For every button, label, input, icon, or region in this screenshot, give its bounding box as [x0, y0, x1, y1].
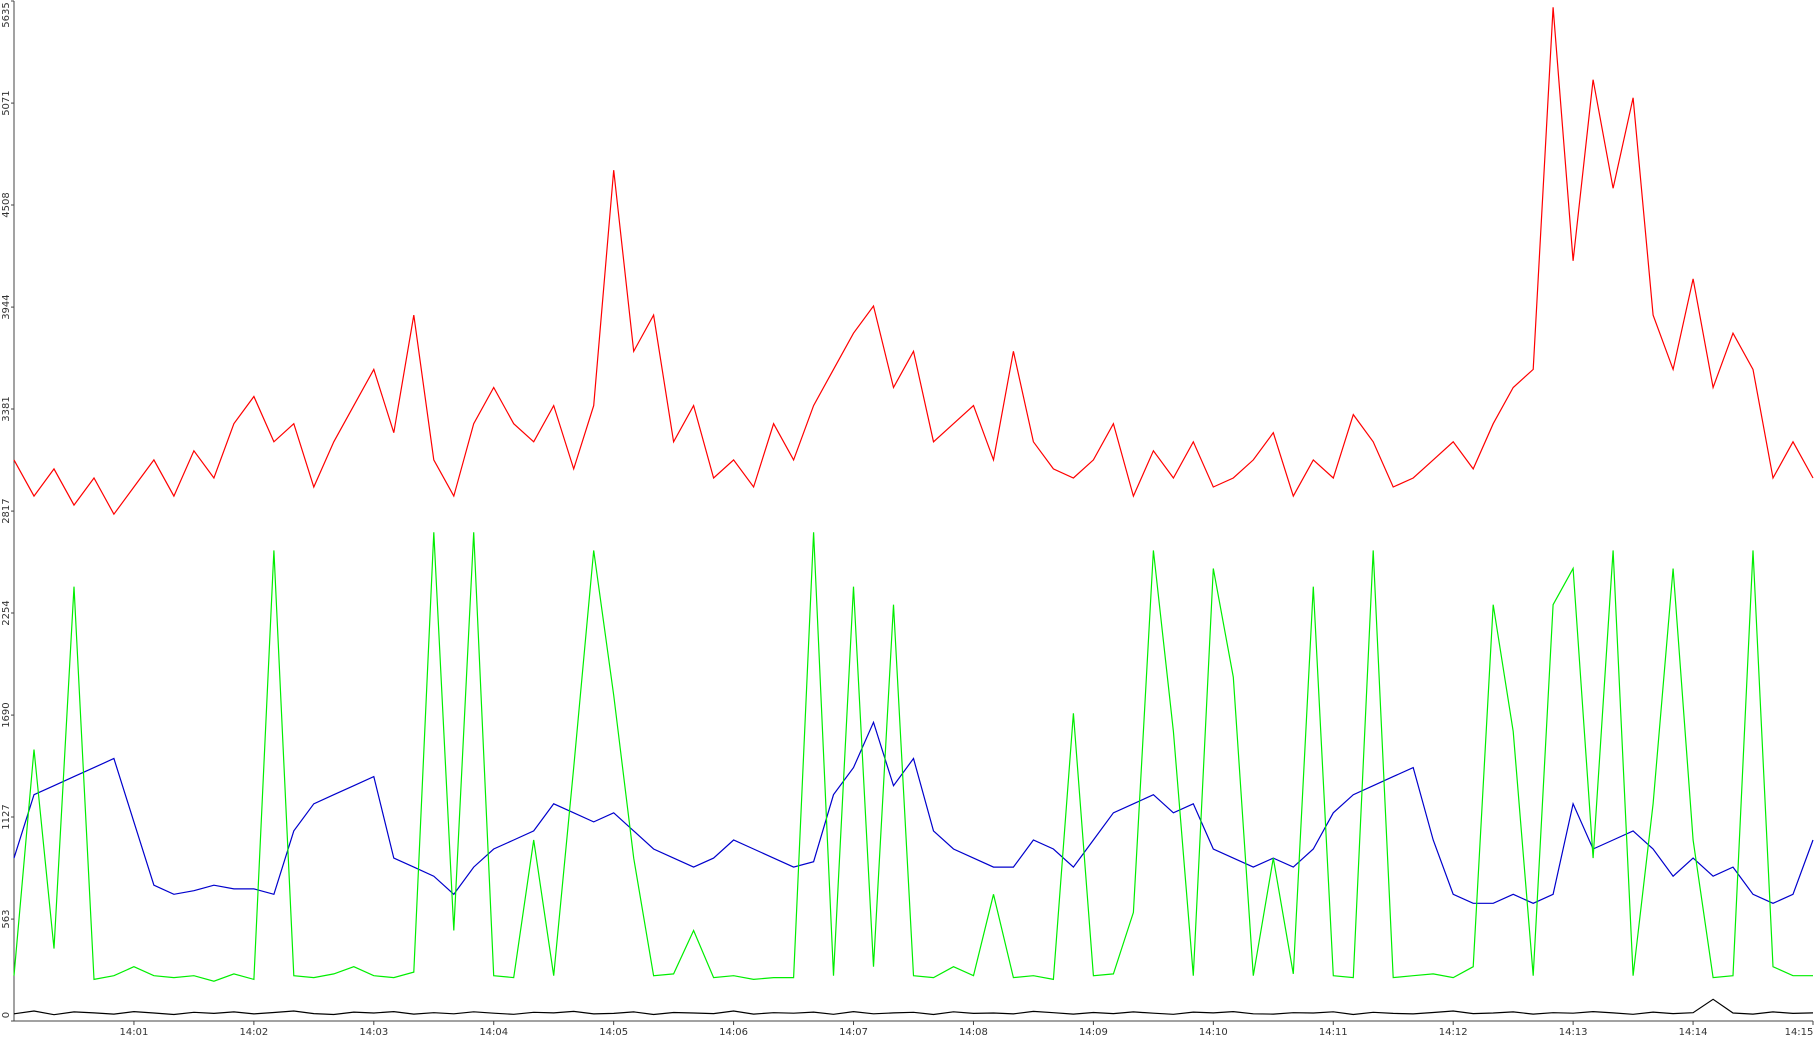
x-tick-label: 14:11: [1319, 1027, 1348, 1038]
y-tick-label: 4508: [1, 192, 12, 217]
x-tick-label: 14:04: [479, 1027, 508, 1038]
x-tick-label: 14:08: [959, 1027, 988, 1038]
y-tick-label: 5635: [1, 2, 12, 27]
x-tick-label: 14:03: [359, 1027, 388, 1038]
series-line: [13, 998, 1814, 1016]
x-tick-label: 14:06: [719, 1027, 748, 1038]
x-tick-label: 14:05: [599, 1027, 628, 1038]
x-tick-label: 14:07: [839, 1027, 868, 1038]
y-tick-label: 563: [1, 910, 12, 929]
series-line: [13, 720, 1814, 904]
y-tick-label: 1127: [1, 804, 12, 829]
x-tick-label: 14:12: [1439, 1027, 1468, 1038]
x-tick-label: 14:09: [1079, 1027, 1108, 1038]
x-tick-label: 14:14: [1679, 1027, 1708, 1038]
x-tick-label: 14:15: [1785, 1027, 1814, 1038]
x-tick-label: 14:01: [120, 1027, 149, 1038]
x-tick-label: 14:13: [1559, 1027, 1588, 1038]
y-tick-label: 1690: [1, 702, 12, 727]
y-tick-label: 5071: [1, 90, 12, 115]
x-tick-label: 14:10: [1199, 1027, 1228, 1038]
x-tick-label: 14:02: [239, 1027, 268, 1038]
y-tick-label: 0: [1, 1012, 12, 1018]
y-tick-label: 3381: [1, 396, 12, 421]
y-tick-label: 2817: [1, 498, 12, 523]
series-line: [13, 7, 1814, 516]
y-tick-label: 3944: [1, 294, 12, 319]
series-line: [13, 532, 1813, 982]
y-tick-label: 2254: [1, 600, 12, 625]
